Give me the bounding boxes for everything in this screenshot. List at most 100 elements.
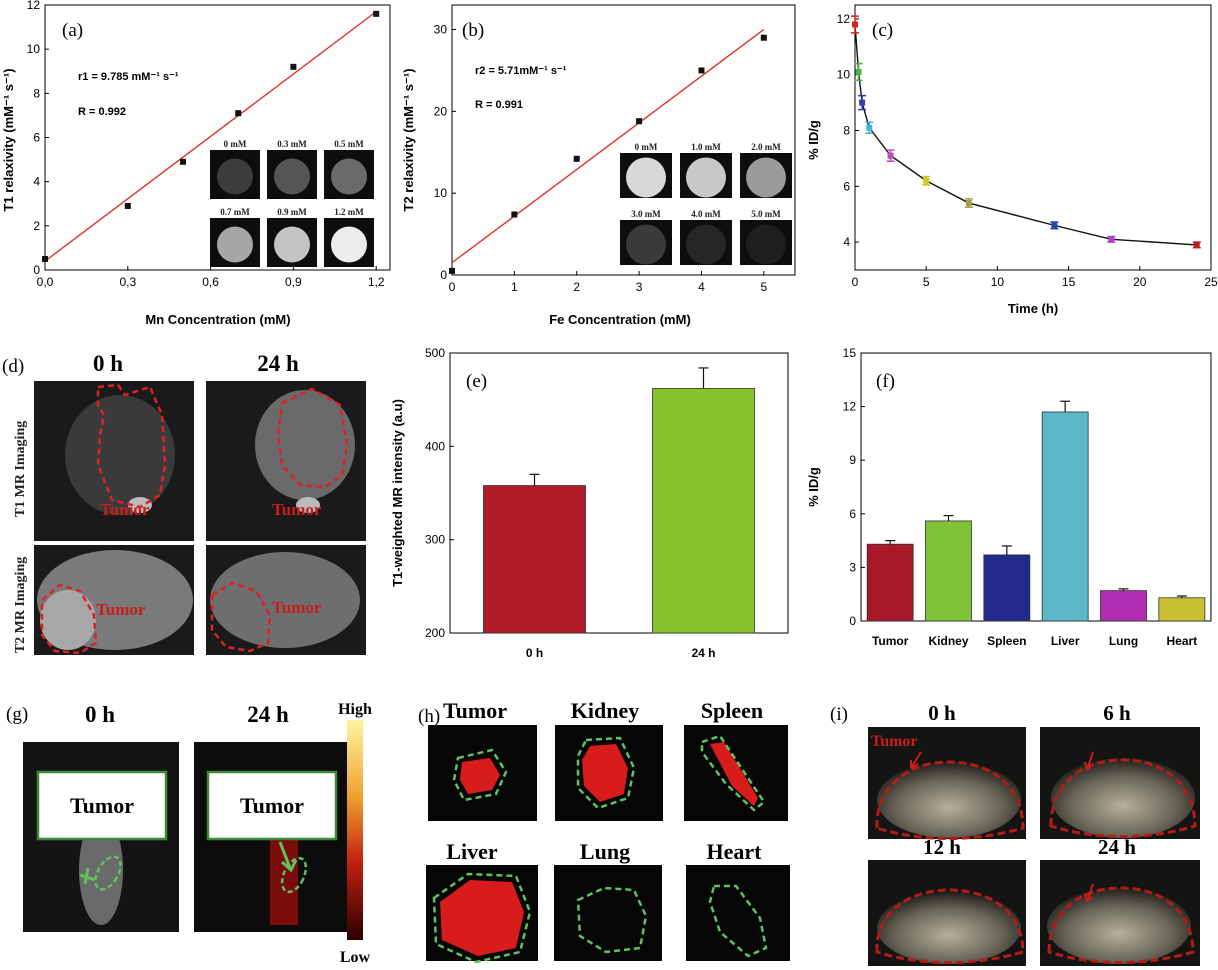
tumor-outline [276,387,349,489]
inset-label: 0.3 mM [277,139,307,149]
organ-image-heart [686,865,790,961]
data-point [42,255,48,262]
y-axis-title: T1 relaxivity (mM⁻¹ s⁻¹) [1,68,16,211]
panel-g: (g) 0 h 24 h Tumor Tumor High Low [0,690,400,970]
tumor-label: Tumor [96,600,146,619]
panel-d-label: (d) [2,356,24,377]
y-tick-label: 2 [33,219,40,233]
mri-inset-grid: 0 mM 1.0 mM 2.0 mM 3.0 mM 4.0 mM 5.0 mM [620,142,792,265]
panel-g-label: (g) [6,704,28,725]
bar [483,485,586,634]
data-point [573,155,580,162]
inset-label: 0 mM [224,139,247,149]
colorbar [347,720,363,940]
data-point [290,63,297,70]
arrow-icon [79,867,96,885]
tumor-outline [1049,758,1197,838]
phantom-circle [686,157,726,198]
arrow-icon [1084,751,1094,771]
tumor-label: Tumor [272,598,322,617]
y-tick-label: 0 [849,614,856,628]
chart-f: (f) 0 3 6 9 12 15 Tumor Kidney Spleen Liver Lung He… [806,346,1212,648]
x-category-label: Liver [1051,634,1080,648]
y-tick-label: 8 [33,86,40,100]
y-tick-label: 9 [849,453,856,467]
x-tick-label: 15 [1062,275,1076,289]
x-tick-label: 5 [760,280,767,294]
panel-h: (h) Tumor Kidney Spleen Liver Lung Heart [418,690,800,970]
x-category-label: 0 h [526,646,543,660]
x-tick-label: 25 [1204,275,1218,289]
inset-label: 0.9 mM [277,207,307,217]
data-point [965,200,972,207]
phantom-circle [274,158,310,195]
inset-label: 1.0 mM [691,142,721,152]
phantom-circle [217,158,253,195]
x-category-label: Tumor [872,634,909,648]
organ-label-spleen: Spleen [701,698,763,723]
panel-f: (f) 0 3 6 9 12 15 Tumor Kidney Spleen Liver Lung He… [806,345,1216,665]
y-tick-label: 10 [434,186,448,200]
tumor-outline [96,383,167,509]
y-tick-label: 300 [425,533,445,547]
x-category-label: Kidney [928,634,968,648]
tumor-label: Tumor [272,500,322,519]
y-tick-label: 12 [843,400,857,414]
y-tick-label: 0 [440,268,447,282]
tumor-label: Tumor [871,733,918,750]
x-tick-label: 5 [923,275,930,289]
x-tick-label: 4 [698,280,705,294]
y-tick-label: 10 [27,42,41,56]
col-label-0h: 0 h [93,351,123,376]
x-tick-label: 3 [636,280,643,294]
y-axis-title: % ID/g [806,120,821,160]
y-tick-label: 12 [27,0,41,12]
tumor-label: Tumor [240,793,304,818]
col-label-24h: 24 h [247,702,289,727]
panel-b-label: (b) [462,20,484,41]
y-tick-label: 400 [425,439,445,453]
organ-label-heart: Heart [707,839,763,864]
panel-h-label: (h) [418,706,440,727]
data-point [923,177,930,184]
phantom-circle [217,226,253,263]
inset-label: 0.7 mM [220,207,250,217]
tumor-outline [875,888,1025,964]
y-tick-label: 200 [425,626,445,640]
data-point [1193,241,1200,248]
phantom-circle [626,157,666,198]
y-tick-label: 30 [434,23,448,37]
panel-c: (c) 0 5 10 15 20 25 4 6 8 10 12 Time (h) % ID/g [806,0,1218,330]
data-point [511,211,518,218]
x-tick-label: 0,6 [202,275,219,289]
R-annotation: R = 0.992 [78,106,126,118]
x-tick-label: 0 [852,275,859,289]
data-point [855,68,862,75]
chart-e: (e) 200 300 400 500 0 h 24 h T1-weighted MR i… [390,346,789,660]
data-point [235,110,242,117]
chart-b: (b) r2 = 5.71mM⁻¹ s⁻¹ R = 0.991 0 mM 1.0 … [401,4,796,327]
panel-d: (d) 0 h 24 h T1 MR Imaging T2 MR Imaging… [0,345,370,665]
colorbar-low-label: Low [340,949,371,966]
data-point [1051,222,1058,229]
y-tick-label: 4 [33,175,40,189]
chart-c: (c) 0 5 10 15 20 25 4 6 8 10 12 Time (h) % ID/g [806,4,1218,316]
phantom-circle [331,226,367,263]
arrow-icon [1084,883,1094,903]
bar [983,554,1031,622]
r1-annotation: r1 = 9.785 mM⁻¹ s⁻¹ [78,71,179,83]
tumor-outline [875,760,1025,840]
y-tick-label: 4 [843,235,850,249]
mri-inset-grid: 0 mM 0.3 mM 0.5 mM 0.7 mM 0.9 mM 1.2 mM [210,139,374,267]
x-tick-label: 1 [511,280,518,294]
data-point [698,67,705,74]
data-point [124,202,131,209]
bar [1100,590,1147,622]
fit-line [451,28,765,264]
y-tick-label: 10 [837,68,851,82]
y-tick-label: 6 [33,131,40,145]
panel-i: (i) 0 h 6 h 12 h 24 h Tumor [825,690,1215,970]
phantom-circle [686,224,726,265]
row-label-t2: T2 MR Imaging [13,557,28,653]
bar [925,520,972,622]
